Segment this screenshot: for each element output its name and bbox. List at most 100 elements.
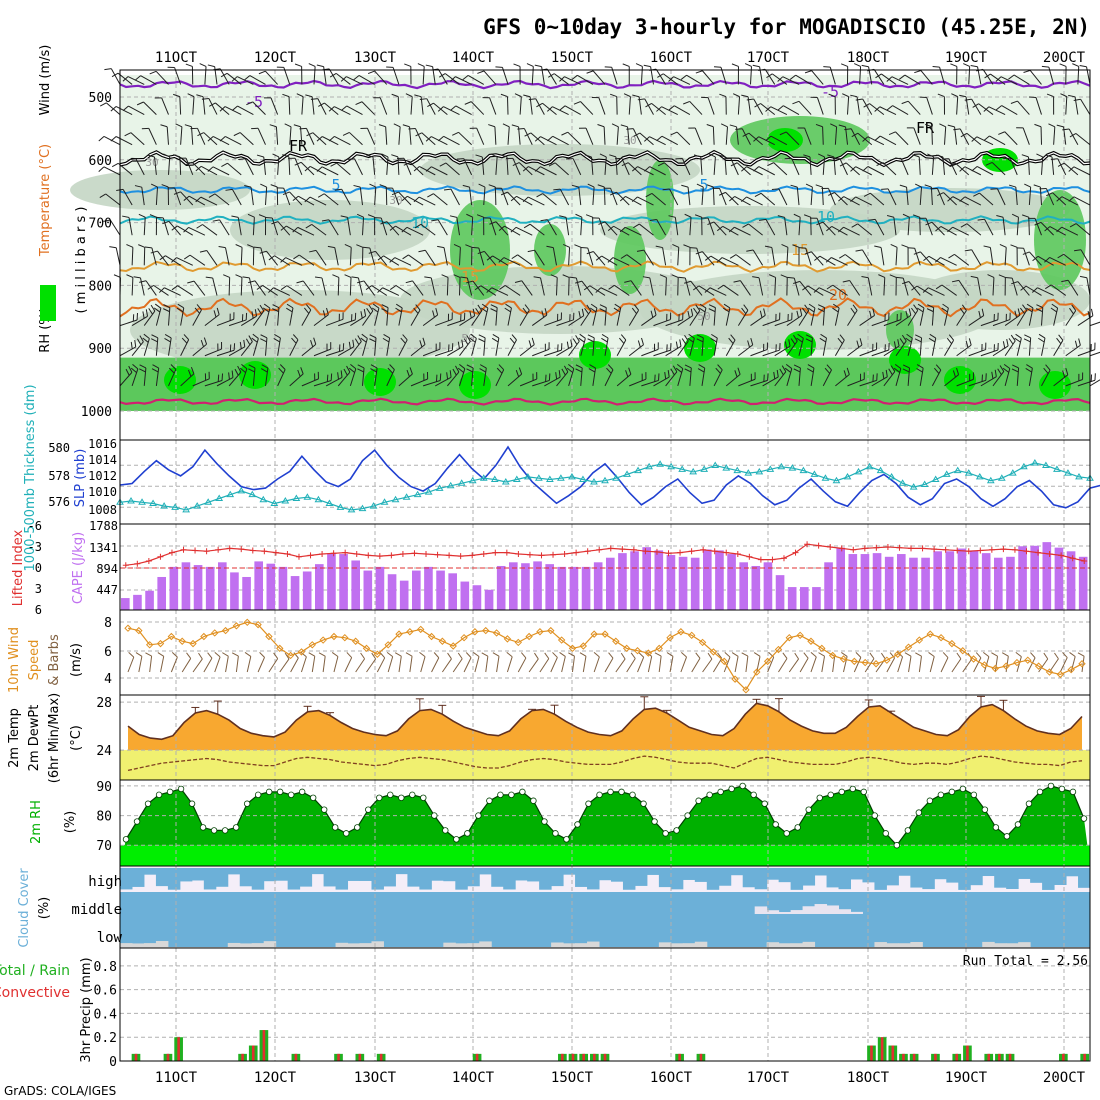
wind-barb bbox=[435, 343, 454, 357]
wind-barb bbox=[131, 309, 149, 327]
rh-point bbox=[431, 812, 438, 819]
wind-barb bbox=[629, 372, 647, 387]
cloud-low bbox=[694, 941, 708, 948]
wind-barb bbox=[774, 312, 793, 327]
thickness-point bbox=[755, 467, 764, 475]
wind-barb bbox=[798, 247, 812, 266]
lifted-point bbox=[1035, 549, 1042, 556]
cloud-high bbox=[215, 868, 229, 887]
wind-barb bbox=[842, 93, 850, 115]
rh-point bbox=[596, 791, 603, 799]
wind-barb bbox=[1002, 363, 1011, 387]
rh-point bbox=[739, 782, 746, 790]
cape-bar bbox=[642, 547, 651, 610]
cloud-low bbox=[347, 943, 361, 948]
contour-label: -5 bbox=[821, 83, 839, 101]
thickness-point bbox=[248, 490, 257, 498]
wind-barb bbox=[239, 363, 248, 387]
lifted-point bbox=[665, 550, 672, 557]
x-tick-label-top: 17OCT bbox=[747, 50, 790, 66]
wind-barb bbox=[465, 244, 473, 266]
cape-bar bbox=[327, 553, 336, 610]
wind-point bbox=[677, 628, 685, 636]
wind-barb bbox=[270, 184, 279, 206]
wind-barb bbox=[536, 193, 557, 206]
x-tick-label-top: 18OCT bbox=[847, 50, 890, 66]
wind-point bbox=[178, 637, 186, 645]
wind-barb bbox=[1015, 651, 1022, 673]
cloud-high bbox=[754, 868, 768, 890]
wind-barb bbox=[550, 274, 558, 296]
wind-barb bbox=[964, 249, 982, 266]
lifted-point bbox=[192, 547, 199, 554]
cloud-mid-gap bbox=[850, 911, 863, 914]
rh-point bbox=[287, 791, 295, 799]
thickness-point bbox=[1019, 462, 1028, 470]
cloud-high bbox=[575, 868, 588, 887]
wind-barb bbox=[677, 335, 689, 357]
wind-barb bbox=[355, 101, 375, 115]
cloud-low bbox=[898, 943, 911, 948]
wind-barb bbox=[713, 364, 723, 387]
wind-barb bbox=[758, 218, 776, 236]
wind-point bbox=[232, 622, 241, 630]
wind-barb bbox=[175, 123, 183, 145]
wind-barb bbox=[382, 333, 391, 356]
wind-barb bbox=[716, 257, 739, 266]
wind-barb bbox=[514, 93, 522, 115]
y-tick-label: 24 bbox=[96, 744, 112, 759]
cape-bar bbox=[800, 587, 809, 610]
wind-barb bbox=[289, 367, 304, 387]
wind-barb bbox=[168, 364, 177, 387]
wind-barb bbox=[292, 226, 315, 236]
wind-barb bbox=[689, 247, 703, 266]
wind-barb bbox=[874, 135, 897, 146]
wind-barb bbox=[784, 363, 793, 387]
wind-point bbox=[644, 649, 653, 657]
wind-point bbox=[731, 675, 739, 683]
wind-barb bbox=[571, 184, 582, 206]
wind-barb bbox=[607, 257, 630, 266]
thickness-point bbox=[568, 472, 576, 480]
rh-point bbox=[177, 785, 185, 793]
y-axis-label-minmax: (6hr Min/Max) bbox=[47, 693, 62, 783]
cape-bar bbox=[569, 566, 579, 610]
rh-point bbox=[298, 788, 306, 796]
wind-barb bbox=[871, 369, 888, 387]
wind-barb bbox=[378, 124, 388, 145]
wind-barb bbox=[199, 249, 218, 266]
cloud-high bbox=[934, 868, 947, 880]
x-tick-label-top: 20OCT bbox=[1043, 50, 1086, 66]
wind-barb bbox=[376, 652, 386, 673]
precip-convective-bar bbox=[177, 1037, 180, 1061]
wind-barb bbox=[983, 135, 1006, 146]
thickness-point bbox=[964, 469, 973, 476]
rh-point bbox=[981, 806, 989, 813]
cape-bar bbox=[654, 550, 664, 610]
wind-point bbox=[1034, 662, 1043, 670]
wind-barb bbox=[977, 218, 994, 236]
cape-bar bbox=[981, 553, 991, 610]
y-tick-label: 28 bbox=[96, 696, 112, 711]
wind-barb bbox=[134, 75, 157, 85]
thickness-point bbox=[601, 476, 609, 484]
cape-bar bbox=[897, 554, 906, 610]
lifted-point bbox=[954, 547, 961, 554]
wind-barb bbox=[1044, 257, 1066, 266]
wind-point bbox=[850, 657, 859, 666]
thickness-point bbox=[358, 504, 367, 512]
rh-point bbox=[221, 827, 229, 834]
wind-point bbox=[308, 641, 317, 649]
cape-bar bbox=[387, 574, 397, 610]
rh-point bbox=[376, 794, 383, 801]
cloud-high bbox=[179, 868, 193, 882]
wind-barb bbox=[807, 303, 816, 326]
wind-barb bbox=[527, 249, 545, 266]
cape-bar bbox=[242, 576, 251, 610]
wind-barb bbox=[689, 304, 701, 326]
wind-barb bbox=[847, 338, 863, 357]
wind-barb bbox=[615, 652, 626, 673]
cloud-low bbox=[874, 942, 887, 948]
y-axis-label-convective: Convective bbox=[0, 985, 70, 1001]
wind-barb bbox=[1035, 304, 1044, 326]
